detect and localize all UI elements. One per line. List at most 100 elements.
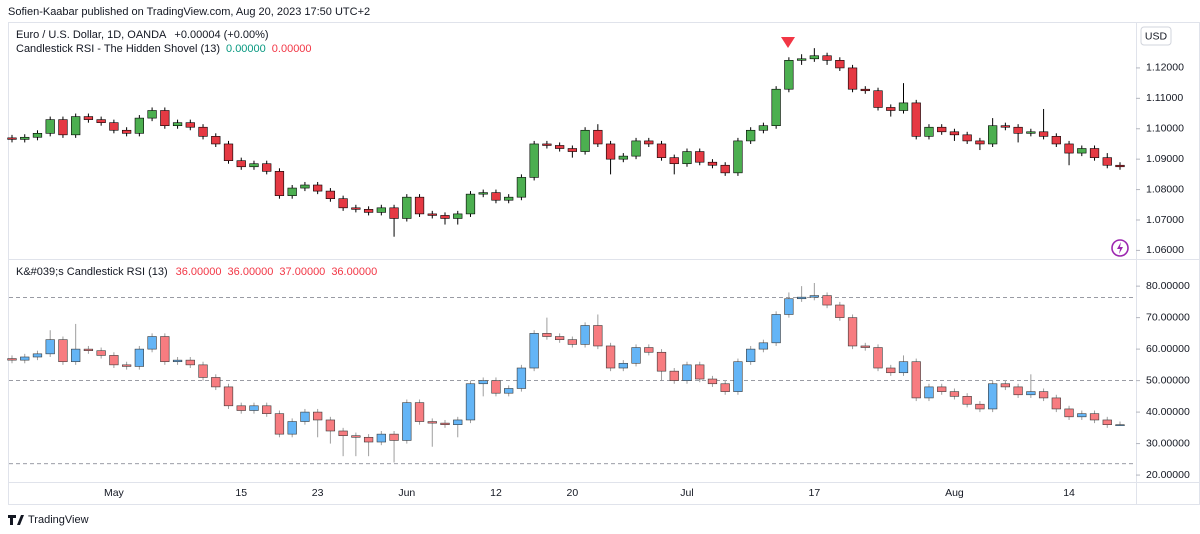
candle-body xyxy=(414,196,425,215)
candle-body xyxy=(45,339,55,355)
candle-body xyxy=(746,129,756,142)
candle-body xyxy=(363,436,374,443)
candle-body xyxy=(7,358,17,361)
candle-body xyxy=(822,55,832,61)
candle-body xyxy=(325,190,336,199)
candle-body xyxy=(733,361,743,392)
candle-body xyxy=(96,350,106,356)
candle-body xyxy=(287,187,297,196)
candle-body xyxy=(644,347,654,353)
candle-body xyxy=(809,295,819,298)
candle-body xyxy=(20,136,30,140)
candle-body xyxy=(32,133,43,138)
currency[interactable]: USD xyxy=(1145,30,1168,42)
candle-body xyxy=(567,339,577,345)
candle-body xyxy=(695,364,705,380)
candle-body xyxy=(758,342,769,350)
candle-body xyxy=(453,213,463,219)
candle-body xyxy=(325,419,336,432)
alert-icon[interactable] xyxy=(1111,239,1129,257)
candle-body xyxy=(1013,386,1023,396)
candle-body xyxy=(351,435,361,438)
candle-body xyxy=(1089,413,1100,421)
x-tick-label: 15 xyxy=(235,487,247,499)
candle-body xyxy=(172,122,183,127)
candle-body xyxy=(886,107,896,111)
x-tick-label: 14 xyxy=(1063,487,1075,499)
candle-body xyxy=(58,119,68,136)
currency-box[interactable] xyxy=(1140,26,1172,46)
candle-body xyxy=(605,143,616,160)
candle-body xyxy=(580,325,590,345)
candle-body xyxy=(121,129,132,134)
candle-body xyxy=(160,110,170,127)
candle-body xyxy=(631,347,641,364)
candle-body xyxy=(796,296,807,300)
brand-logo xyxy=(8,515,24,525)
candle-body xyxy=(937,386,947,392)
candle-body xyxy=(198,126,208,137)
candle-body xyxy=(580,129,590,152)
candle-body xyxy=(236,405,246,411)
candle-body xyxy=(376,207,386,213)
candle-body xyxy=(402,402,412,441)
candle-body xyxy=(873,90,883,108)
candle-body xyxy=(886,367,896,374)
candle-body xyxy=(478,192,488,195)
candle-body xyxy=(491,380,501,394)
x-tick-label: 23 xyxy=(312,487,324,499)
candle-body xyxy=(1077,148,1087,154)
candle-body xyxy=(1000,383,1011,388)
y-tick-label: 1.12000 xyxy=(1146,62,1184,74)
rsi-value: 37.00000 xyxy=(279,266,325,278)
candle-body xyxy=(313,184,323,192)
candle-body xyxy=(771,314,781,344)
candle-body xyxy=(1026,391,1036,396)
candle-body xyxy=(1064,408,1074,418)
candle-body xyxy=(71,116,81,136)
x-tick-label: Aug xyxy=(945,487,964,499)
candle-body xyxy=(1115,424,1125,426)
signal-arrow xyxy=(781,37,795,48)
y-tick-label: 1.09000 xyxy=(1146,153,1184,165)
candle-body xyxy=(593,325,603,347)
candle-body xyxy=(656,351,667,372)
y-tick-label: 1.11000 xyxy=(1146,92,1183,104)
candle-body xyxy=(682,151,692,165)
symbol-title: Euro / U.S. Dollar, 1D, OANDA xyxy=(16,29,167,41)
candle-body xyxy=(924,126,934,137)
y-tick-label: 60.00000 xyxy=(1146,343,1190,355)
candle-body xyxy=(1000,125,1011,128)
candle-body xyxy=(249,163,259,168)
candle-body xyxy=(7,137,17,140)
candle-body xyxy=(376,433,386,443)
indicator-value: 0.00000 xyxy=(272,43,312,55)
candle-body xyxy=(478,380,488,385)
candle-body xyxy=(427,213,437,216)
candle-body xyxy=(605,345,616,369)
candle-body xyxy=(516,177,527,198)
candle-body xyxy=(898,102,909,111)
rsi-legend: K&#039;s Candlestick RSI (13) 36.00000 36.… xyxy=(16,266,377,278)
candle-body xyxy=(211,136,221,145)
candle-body xyxy=(504,388,514,394)
candle-body xyxy=(351,207,361,210)
candle-body xyxy=(414,402,425,422)
candle-body xyxy=(45,119,55,134)
candle-body xyxy=(109,122,119,131)
candle-body xyxy=(720,164,730,174)
candle-body xyxy=(873,347,883,369)
candle-body xyxy=(784,60,794,90)
candle-body xyxy=(313,411,323,421)
y-tick-label: 1.06000 xyxy=(1146,244,1184,256)
y-tick-label: 1.10000 xyxy=(1146,123,1184,135)
candle-body xyxy=(32,353,43,358)
candle-body xyxy=(733,140,743,174)
candle-body xyxy=(962,134,972,142)
y-tick-label: 70.00000 xyxy=(1146,311,1190,323)
candle-body xyxy=(1102,419,1112,425)
indicator-legend: Candlestick RSI - The Hidden Shovel (13)… xyxy=(16,43,312,55)
candle-body xyxy=(911,361,921,399)
